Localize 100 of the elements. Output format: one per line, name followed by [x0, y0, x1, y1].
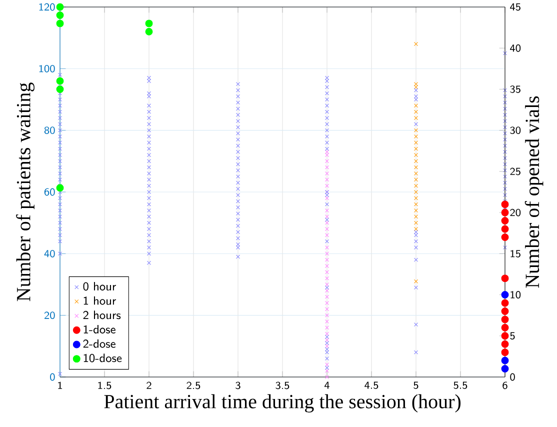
point — [414, 85, 418, 90]
legend-label: 1 hour — [84, 296, 116, 305]
point — [324, 159, 330, 164]
point — [414, 196, 418, 200]
x-tick-label: 1.5 — [98, 382, 112, 390]
y2-tick-label: 0 — [510, 373, 515, 381]
x-tick-label: 5.5 — [454, 382, 468, 389]
point — [324, 338, 330, 342]
point — [501, 307, 509, 315]
x-tick-label: 2.5 — [186, 382, 200, 390]
y2-tick-label: 15 — [510, 250, 520, 258]
point — [501, 200, 509, 208]
point — [414, 152, 418, 158]
point — [324, 252, 330, 256]
x-tick-label: 4.5 — [364, 382, 378, 389]
point — [324, 258, 330, 262]
point — [414, 184, 418, 188]
y-axis-title: Number of patients waiting — [16, 82, 34, 302]
point — [324, 220, 330, 225]
point — [324, 294, 330, 299]
legend-label: 2 hours — [83, 310, 121, 320]
point — [56, 11, 64, 19]
point — [324, 282, 330, 287]
point — [414, 171, 418, 176]
point — [324, 307, 330, 312]
point — [324, 226, 330, 232]
point — [324, 344, 330, 348]
point — [324, 276, 330, 280]
point — [324, 150, 330, 154]
y2-tick-label: 45 — [510, 3, 520, 11]
point — [324, 214, 330, 219]
point — [414, 202, 418, 206]
point — [56, 77, 64, 85]
point — [414, 128, 418, 132]
point — [324, 332, 330, 336]
x-tick-label: 2 — [146, 382, 152, 389]
point — [414, 214, 418, 219]
point — [414, 42, 418, 46]
point — [414, 134, 418, 139]
y2-tick-label: 25 — [510, 168, 520, 176]
x-tick-label: 5 — [414, 382, 418, 389]
point — [324, 208, 330, 213]
point — [414, 165, 418, 170]
x-tick-label: 1 — [58, 382, 62, 389]
point — [56, 184, 64, 192]
y2-axis-title: Number of opened vials — [524, 96, 544, 288]
point — [324, 245, 330, 250]
point — [56, 85, 64, 93]
point — [414, 140, 418, 145]
y2-tick-label: 5 — [510, 332, 515, 340]
x-tick-label: 6 — [502, 382, 508, 390]
point — [324, 288, 330, 293]
point — [414, 178, 418, 182]
point — [501, 356, 509, 364]
y2-tick-label: 30 — [510, 126, 521, 134]
point — [324, 152, 330, 158]
point — [501, 208, 509, 216]
y-tick-label: 0 — [50, 373, 55, 381]
point — [501, 274, 509, 282]
x-tick-label: 3.5 — [276, 382, 290, 390]
point — [414, 159, 418, 164]
point — [414, 104, 418, 108]
x-tick-label: 3 — [236, 382, 240, 390]
point — [324, 233, 330, 238]
point — [501, 332, 509, 340]
point — [324, 362, 330, 367]
point — [324, 196, 330, 200]
y2-tick-label: 10 — [510, 291, 521, 298]
y-tick-label: 120 — [39, 3, 55, 11]
point — [414, 146, 418, 151]
point — [501, 291, 509, 298]
point — [501, 217, 509, 225]
point — [414, 226, 418, 232]
legend-label: 1-dose — [84, 325, 116, 334]
y2-tick-label: 20 — [510, 208, 521, 216]
y-tick-label: 80 — [44, 126, 55, 134]
point — [324, 319, 330, 324]
point — [414, 190, 418, 194]
point — [414, 82, 418, 86]
point — [324, 171, 330, 176]
y-tick-label: 20 — [44, 312, 55, 320]
legend-label: 0 hour — [83, 282, 116, 291]
point — [414, 220, 418, 225]
point — [324, 374, 330, 380]
y-tick-label: 40 — [44, 250, 55, 258]
point — [414, 279, 418, 284]
x-tick-label: 4 — [324, 382, 330, 389]
point — [324, 326, 330, 330]
y2-tick-label: 35 — [510, 86, 520, 93]
point — [501, 365, 509, 372]
point — [56, 3, 64, 11]
point — [414, 208, 418, 213]
point — [324, 313, 330, 318]
y2-tick-label: 40 — [510, 44, 521, 52]
point — [324, 165, 330, 170]
point — [324, 368, 330, 373]
point — [501, 225, 509, 233]
point — [145, 28, 153, 36]
point — [414, 110, 418, 114]
point — [501, 299, 509, 307]
